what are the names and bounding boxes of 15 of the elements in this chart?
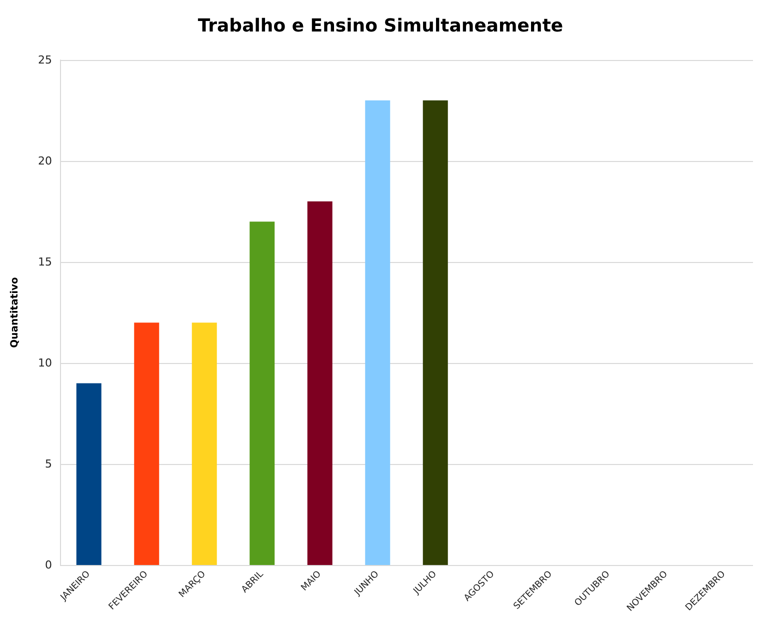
bar xyxy=(250,222,275,565)
bar xyxy=(422,100,448,565)
chart-title: Trabalho e Ensino Simultaneamente xyxy=(198,16,564,36)
bar xyxy=(365,100,390,565)
y-tick-label: 25 xyxy=(38,54,52,66)
bar xyxy=(192,322,217,565)
y-tick-label: 15 xyxy=(38,256,52,268)
bar xyxy=(76,383,102,565)
y-tick-label: 20 xyxy=(38,154,52,168)
y-tick-label: 5 xyxy=(45,458,52,470)
bar xyxy=(307,201,332,565)
y-tick-label: 0 xyxy=(45,558,52,572)
y-axis-title: Quantitativo xyxy=(10,276,20,348)
bar xyxy=(134,322,160,565)
y-tick-label: 10 xyxy=(38,356,52,370)
